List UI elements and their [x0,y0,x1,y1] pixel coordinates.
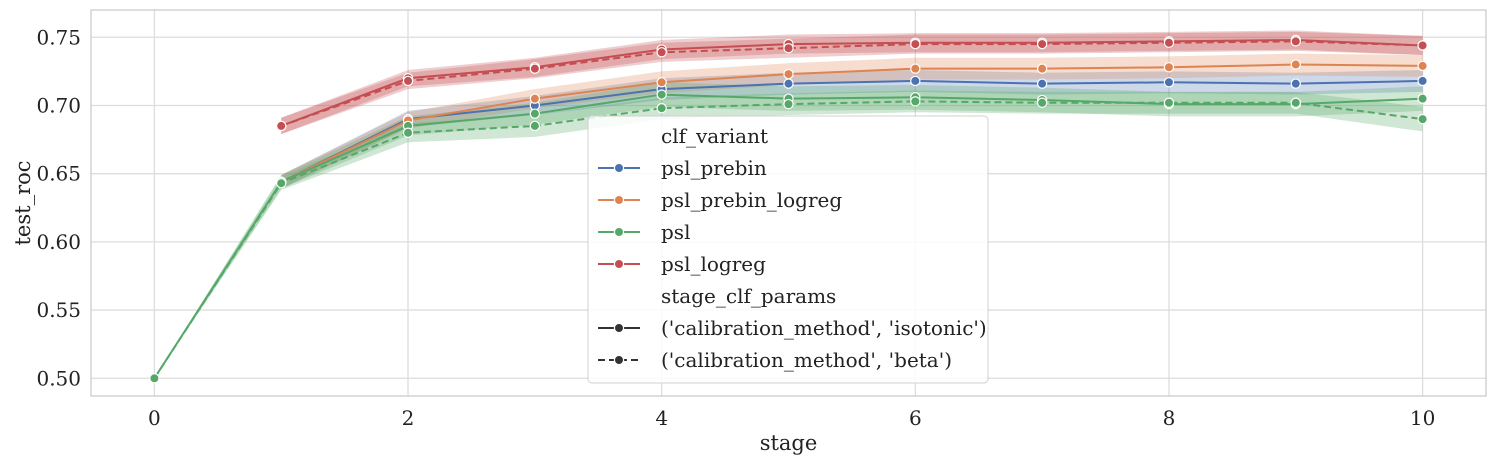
y-tick-label: 0.50 [36,366,81,390]
x-tick-label: 8 [1163,406,1176,430]
legend-label-psl-logreg: psl_logreg [661,252,766,276]
psl-isotonic-point [656,89,667,100]
psl-logreg-beta-point [1036,38,1048,50]
psl-prebin-logreg-isotonic-point [1036,63,1048,74]
legend-label-dashed: ('calibration_method', 'beta') [661,348,952,372]
tick-labels: 0 2 4 6 8 10 0.50 0.55 0.60 0.65 0.70 0.75 [36,25,1435,430]
legend-label-psl-prebin: psl_prebin [661,156,767,180]
legend-marker-dashed [613,354,625,366]
psl-isotonic-ci-band [154,82,1423,379]
x-tick-label: 0 [148,406,161,430]
psl-logreg-beta-point [276,120,287,132]
psl-beta-point [276,178,287,189]
psl-prebin-logreg-isotonic-point [529,93,541,104]
psl-prebin-logreg-isotonic-point [656,77,667,88]
psl-beta-point [402,127,414,138]
legend-label-solid: ('calibration_method', 'isotonic') [661,316,987,340]
y-tick-label: 0.70 [36,93,81,117]
plot-frame [90,9,1487,397]
psl-logreg-beta-point [910,38,921,50]
psl-prebin-logreg-isotonic-point [910,63,921,74]
legend-marker-psl-prebin [613,162,625,174]
psl-prebin-isotonic-point [1290,78,1301,89]
psl-prebin-isotonic-line [280,79,1423,183]
legend-marker-psl-prebin-logreg [613,194,625,206]
psl-beta-point [1417,113,1428,125]
psl-beta-point [656,103,667,114]
psl-logreg-beta-point [1417,40,1428,51]
psl-prebin-logreg-isotonic-point [1290,59,1301,70]
psl-logreg-isotonic-line [280,39,1423,127]
legend-marker-psl-logreg [613,258,625,270]
psl-logreg-beta-point [656,47,667,58]
psl-logreg-beta-point [1163,37,1175,48]
y-axis-label: test_roc [11,160,35,245]
psl-isotonic-point [529,108,541,119]
x-tick-label: 10 [1410,406,1435,430]
legend-marker-solid [613,322,625,334]
psl-isotonic-point [1417,93,1428,104]
x-tick-label: 4 [655,406,668,430]
psl-beta-point [149,373,160,384]
legend-title-clf-variant: clf_variant [661,124,768,148]
psl-logreg-beta-ci-band [281,31,1423,135]
psl-prebin-isotonic-point [1417,75,1428,87]
psl-logreg-beta-line [280,40,1423,127]
x-tick-label: 6 [909,406,922,430]
psl-logreg-isotonic-ci-band [281,30,1423,135]
legend-marker-psl [613,226,625,238]
psl-prebin-logreg-isotonic-line [280,63,1423,183]
psl-prebin-isotonic-ci-band [281,70,1423,189]
psl-logreg-beta-point [1290,36,1301,47]
psl-prebin-isotonic-point [783,78,794,89]
psl-prebin-logreg-isotonic-point [783,68,794,80]
psl-beta-point [783,98,794,110]
y-tick-label: 0.75 [36,25,81,49]
psl-beta-point [910,96,921,107]
psl-logreg-beta-point [402,75,414,87]
legend-label-psl-prebin-logreg: psl_prebin_logreg [661,188,842,212]
confidence-bands [154,30,1423,379]
x-tick-label: 2 [402,406,415,430]
psl-beta-point [1290,97,1301,108]
y-tick-label: 0.55 [36,298,81,322]
psl-logreg-beta-point [783,42,794,54]
legend-title-stage-clf-params: stage_clf_params [661,284,836,308]
psl-prebin-isotonic-point [910,75,921,87]
x-axis-label: stage [760,431,818,455]
legend: clf_variant stage_clf_params psl_prebinp… [587,115,989,384]
psl-beta-point [529,120,541,132]
psl-prebin-isotonic-point [1036,78,1048,89]
psl-beta-point [1036,97,1048,108]
legend-box [587,115,989,384]
y-tick-label: 0.60 [36,230,81,254]
psl-logreg-beta-point [529,63,541,74]
psl-beta-point [1163,97,1175,108]
psl-prebin-isotonic-point [1163,77,1175,88]
psl-prebin-logreg-isotonic-point [1163,62,1175,73]
series-markers [149,34,1428,384]
legend-label-psl: psl [661,220,690,244]
psl-prebin-logreg-isotonic-point [1417,60,1428,72]
psl-prebin-logreg-isotonic-ci-band [281,53,1423,189]
y-tick-label: 0.65 [36,162,81,186]
